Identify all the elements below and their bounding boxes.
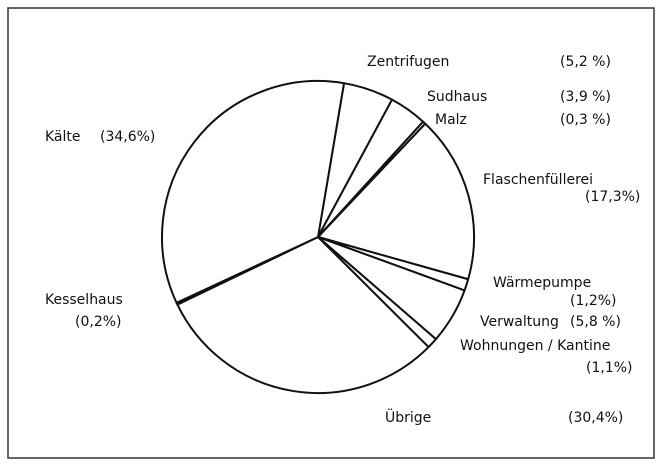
slice-label: Flaschenfüllerei [483,172,593,188]
slice-label: Wärmepumpe [493,275,591,291]
slice-label: Verwaltung [480,314,559,330]
value-label: (30,4%) [568,410,623,426]
value-label: (17,3%) [585,189,640,205]
value-label: (0,3 %) [560,112,611,128]
value-label: (3,9 %) [560,89,611,105]
value-label: (34,6%) [100,129,155,145]
slice-label: Kälte [45,129,81,145]
value-label: (1,2%) [570,293,617,309]
value-label: (5,8 %) [570,314,621,330]
slice-label: Übrige [385,408,431,426]
pie-slice [176,236,430,394]
value-label: (5,2 %) [560,54,611,70]
pie-slice [161,80,346,304]
value-label: (1,1%) [586,360,633,376]
value-label: (0,2%) [75,314,122,330]
slice-label: Wohnungen / Kantine [460,338,610,354]
slice-label: Zentrifugen [367,54,449,70]
slice-label: Kesselhaus [45,292,123,308]
slice-label: Sudhaus [427,89,487,105]
frame [7,7,655,459]
pie-slice [317,122,475,281]
slice-label: Malz [435,112,467,128]
